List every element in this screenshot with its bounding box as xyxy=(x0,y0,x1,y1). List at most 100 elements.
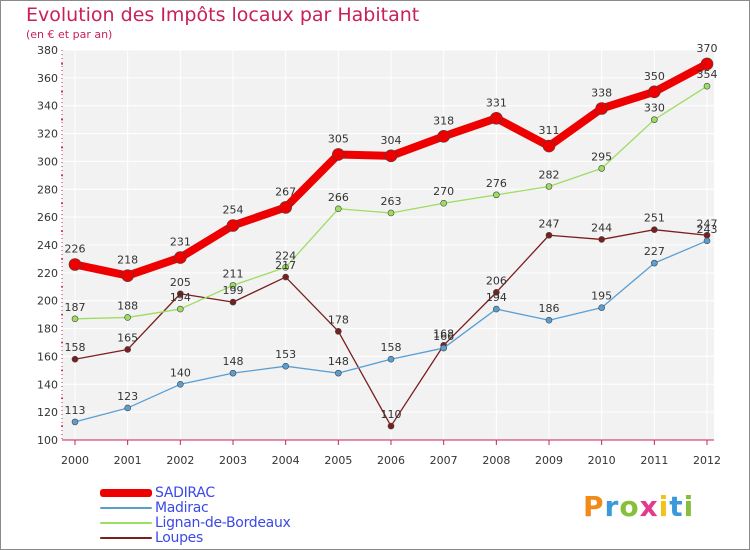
data-point xyxy=(71,418,79,426)
y-tick-label: 280 xyxy=(37,183,58,196)
data-label: 206 xyxy=(486,274,507,287)
x-tick-label: 2003 xyxy=(219,454,247,467)
data-label: 166 xyxy=(433,330,454,343)
series-layer xyxy=(68,57,714,430)
data-point xyxy=(71,355,79,363)
y-tick-label: 260 xyxy=(37,211,58,224)
x-tick-label: 2001 xyxy=(114,454,142,467)
data-point xyxy=(71,315,79,323)
data-point xyxy=(229,369,237,377)
data-label: 187 xyxy=(65,301,86,314)
data-point xyxy=(545,316,553,324)
data-point xyxy=(598,304,605,311)
series-loupes xyxy=(71,226,711,430)
chart-title: Evolution des Impôts locaux par Habitant xyxy=(26,4,420,26)
data-point xyxy=(542,139,556,153)
data-point xyxy=(229,298,237,306)
x-tick-label: 2010 xyxy=(588,454,616,467)
data-point xyxy=(174,251,187,264)
logo-letter: P xyxy=(583,490,605,523)
series-madirac xyxy=(71,237,711,426)
data-label: 211 xyxy=(223,267,244,280)
data-point xyxy=(282,263,289,271)
data-label: 243 xyxy=(697,223,718,236)
data-label: 195 xyxy=(591,290,612,303)
x-tick-label: 2009 xyxy=(535,454,563,467)
data-point xyxy=(648,85,661,99)
series-lignan-de-bordeaux xyxy=(71,82,711,323)
y-minor-tick xyxy=(61,90,63,93)
y-tick-label: 140 xyxy=(37,378,58,391)
data-point xyxy=(68,258,82,271)
data-point xyxy=(703,82,711,90)
data-label: 194 xyxy=(170,291,191,304)
data-label: 186 xyxy=(539,302,560,315)
data-label: 148 xyxy=(328,355,349,368)
data-label: 199 xyxy=(223,284,244,297)
data-label: 251 xyxy=(644,212,665,225)
data-point xyxy=(387,355,395,363)
data-label: 266 xyxy=(328,191,349,204)
y-tick-label: 220 xyxy=(37,267,58,280)
data-point xyxy=(282,362,289,370)
data-label: 123 xyxy=(117,390,138,403)
x-tick-label: 2002 xyxy=(166,454,194,467)
data-point xyxy=(335,328,342,335)
data-point xyxy=(490,111,503,125)
x-tick-label: 2007 xyxy=(430,454,458,467)
data-label: 178 xyxy=(328,313,349,326)
data-label-layer: 158 165 205 199 217 178 110 168 206 247 244 251 247 1… xyxy=(65,42,718,421)
data-label: 224 xyxy=(275,249,296,262)
data-label: 110 xyxy=(381,408,402,421)
x-tick-label: 2000 xyxy=(61,454,89,467)
legend-item: Loupes xyxy=(100,530,203,546)
data-point xyxy=(177,305,184,313)
data-point xyxy=(651,259,658,267)
data-label: 113 xyxy=(65,404,86,417)
legend-swatch xyxy=(100,537,152,539)
data-point xyxy=(595,102,608,115)
data-point xyxy=(493,191,500,199)
data-label: 267 xyxy=(275,185,296,198)
y-tick-label: 200 xyxy=(37,295,58,308)
x-tick-label: 2008 xyxy=(482,454,510,467)
y-tick-label: 120 xyxy=(37,406,58,419)
data-point xyxy=(335,369,342,377)
legend-swatch xyxy=(100,522,152,524)
data-point xyxy=(226,219,240,232)
data-point xyxy=(177,380,184,388)
data-point xyxy=(437,130,450,143)
data-point xyxy=(121,269,134,282)
proxiti-logo: Proxiti xyxy=(583,490,694,523)
data-point xyxy=(384,149,398,163)
data-point xyxy=(124,404,131,412)
data-label: 158 xyxy=(381,341,402,354)
data-label: 188 xyxy=(117,299,138,312)
y-tick-label: 320 xyxy=(37,128,58,141)
data-point xyxy=(387,422,395,430)
series-sadirac xyxy=(68,57,714,282)
data-label: 330 xyxy=(644,102,665,115)
data-point xyxy=(282,273,289,281)
data-label: 331 xyxy=(486,96,507,109)
logo-letter: x xyxy=(639,490,659,523)
data-label: 354 xyxy=(697,68,718,81)
data-point xyxy=(598,165,605,172)
legend-label: Lignan-de-Bordeaux xyxy=(155,515,291,531)
data-label: 217 xyxy=(275,259,296,272)
legend-swatch xyxy=(100,489,152,497)
data-label: 338 xyxy=(591,87,612,100)
legend-item: SADIRAC xyxy=(100,485,215,501)
data-label: 165 xyxy=(117,331,138,344)
data-point xyxy=(387,209,395,217)
x-tick-label: 2004 xyxy=(272,454,300,467)
logo-letter: i xyxy=(683,490,695,523)
logo-letter: o xyxy=(619,490,640,523)
data-point xyxy=(598,236,605,243)
logo-letter: r xyxy=(604,490,620,523)
data-point xyxy=(545,231,553,239)
logo-letter: t xyxy=(669,490,684,523)
axis-layer: 100 120 140 160 180 200 220 240 260 280 300 320 340 3… xyxy=(37,44,721,467)
data-point xyxy=(124,314,131,321)
